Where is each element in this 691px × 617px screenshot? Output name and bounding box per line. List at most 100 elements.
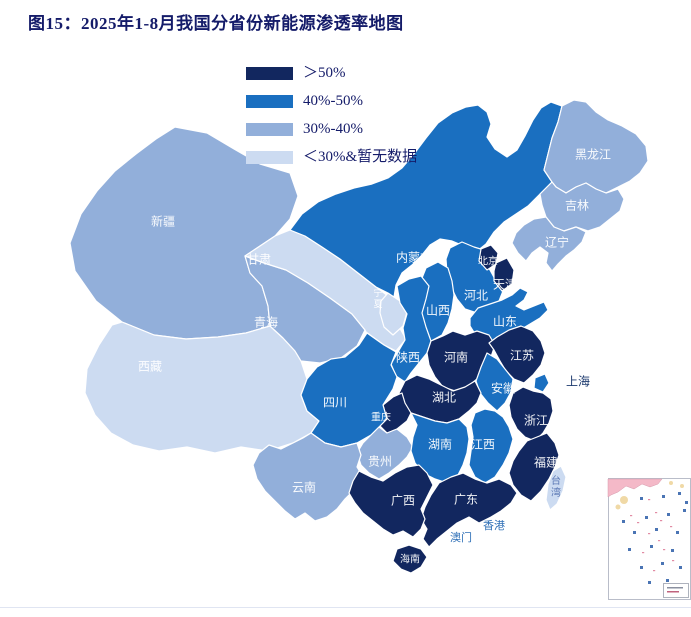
legend-label-gt50: ＞50%: [303, 65, 346, 81]
province-shanghai: [533, 373, 550, 393]
province-label-qinghai: 青海: [254, 314, 278, 329]
province-fujian: [508, 432, 560, 502]
legend-item-40-50: 40%-50%: [246, 93, 417, 109]
inset-island-dot: [640, 566, 643, 569]
inset-label-mark: [670, 526, 673, 528]
inset-scale-box: [663, 583, 689, 598]
province-label-fujian: 福建: [534, 454, 558, 469]
province-label-anhui: 安徽: [491, 380, 515, 395]
inset-island-dot: [685, 501, 688, 504]
province-label-chongqing: 重庆: [371, 411, 391, 424]
inset-island-dot: [633, 531, 636, 534]
south-china-sea-inset: [607, 478, 691, 600]
province-xizang: [84, 321, 320, 454]
legend-label-lt30: ＜30%&暂无数据: [303, 149, 418, 165]
province-label-liaoning: 辽宁: [545, 234, 569, 249]
inset-island-dot: [645, 516, 648, 519]
inset-island: [669, 481, 673, 485]
inset-island-dot: [622, 520, 625, 523]
province-label-beijing: 北京: [478, 255, 498, 268]
macau-label: 澳门: [450, 530, 472, 544]
legend-swatch-30-40: [246, 123, 293, 136]
province-anhui: [475, 352, 514, 412]
inset-label-mark: [648, 533, 651, 535]
province-label-xizang: 西藏: [138, 359, 162, 373]
inset-island-dot: [662, 495, 665, 498]
legend-label-30-40: 30%-40%: [303, 121, 363, 137]
province-yunnan: [252, 432, 364, 522]
legend-swatch-lt30: [246, 151, 293, 164]
legend: ＞50% 40%-50% 30%-40% ＜30%&暂无数据: [246, 65, 418, 179]
province-label-jiangsu: 江苏: [510, 348, 534, 362]
inset-label-mark: [630, 515, 633, 517]
province-label-hebei: 河北: [464, 288, 488, 302]
province-label-henan: 河南: [444, 349, 468, 364]
legend-swatch-40-50: [246, 95, 293, 108]
legend-item-lt30: ＜30%&暂无数据: [246, 149, 418, 165]
province-jiangxi: [468, 408, 514, 484]
inset-label-mark: [637, 522, 640, 524]
province-label-shandong: 山东: [493, 314, 517, 328]
province-guangxi: [348, 464, 434, 538]
province-jiangsu: [488, 325, 546, 384]
inset-label-mark: [653, 570, 656, 572]
province-hunan: [410, 412, 470, 484]
legend-swatch-gt50: [246, 67, 293, 80]
inset-island-dot: [683, 509, 686, 512]
province-shaanxi: [390, 275, 432, 383]
inset-label-mark: [648, 499, 651, 501]
inset-island-dot: [666, 579, 669, 582]
inset-label-mark: [658, 540, 661, 542]
legend-label-40-50: 40%-50%: [303, 93, 363, 109]
province-label-ningxia: 宁夏: [373, 287, 382, 309]
province-heilongjiang: [543, 99, 649, 194]
province-liaoning: [511, 216, 587, 272]
province-label-zhejiang: 浙江: [524, 413, 548, 427]
shanghai-label: 上海: [566, 373, 590, 388]
province-label-heilongjiang: 黑龙江: [575, 147, 611, 161]
inset-label-mark: [655, 512, 658, 514]
inset-island-dot: [667, 513, 670, 516]
province-label-guangxi: 广西: [391, 493, 415, 507]
province-label-guizhou: 贵州: [368, 454, 392, 468]
inset-island-dot: [661, 562, 664, 565]
inset-coastline: [607, 478, 663, 498]
province-label-yunnan: 云南: [292, 479, 316, 494]
inset-label-mark: [672, 560, 675, 562]
inset-island-dot: [671, 549, 674, 552]
province-label-gansu: 甘肃: [247, 252, 271, 266]
taiwan-label: 台湾: [551, 474, 561, 499]
inset-island-dot: [648, 581, 651, 584]
inset-island-dot: [650, 545, 653, 548]
inset-scale-line: [667, 587, 683, 589]
legend-item-gt50: ＞50%: [246, 65, 417, 81]
province-zhejiang: [508, 386, 554, 442]
legend-item-30-40: 30%-40%: [246, 121, 417, 137]
inset-island: [615, 504, 621, 510]
province-label-guangdong: 广东: [454, 492, 478, 506]
figure-title: 图15：2025年1-8月我国分省份新能源渗透率地图: [28, 14, 404, 33]
bottom-divider: [0, 607, 691, 608]
province-label-shaanxi: 陕西: [396, 349, 420, 364]
province-hainan: [392, 544, 428, 574]
inset-island-dot: [676, 531, 679, 534]
province-guangdong: [420, 472, 518, 548]
province-label-neimenggu: 内蒙古: [396, 249, 432, 264]
hongkong-label: 香港: [483, 519, 505, 532]
province-label-jiangxi: 江西: [471, 437, 495, 451]
inset-island-dot: [628, 548, 631, 551]
province-label-jilin: 吉林: [565, 198, 589, 212]
province-guizhou: [356, 426, 414, 480]
province-label-xinjiang: 新疆: [151, 213, 175, 228]
inset-label-mark: [663, 549, 666, 551]
province-label-sichuan: 四川: [323, 395, 347, 409]
inset-island-dot: [678, 492, 681, 495]
province-label-hainan: 海南: [400, 553, 420, 566]
inset-label-mark: [660, 520, 663, 522]
province-label-hubei: 湖北: [432, 389, 456, 404]
inset-island-dot: [640, 497, 643, 500]
province-label-tianjin: 天津: [493, 277, 517, 291]
inset-scale-line2: [667, 591, 679, 593]
